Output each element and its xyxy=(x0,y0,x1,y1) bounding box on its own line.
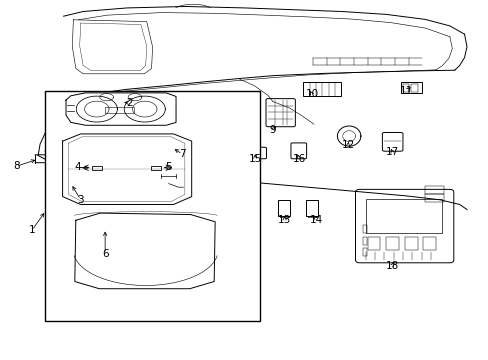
Bar xyxy=(410,84,417,92)
Bar xyxy=(162,140,183,159)
Bar xyxy=(402,84,408,92)
Bar xyxy=(386,237,398,250)
Bar xyxy=(303,82,341,96)
Text: 1: 1 xyxy=(28,225,35,235)
Bar xyxy=(425,186,443,194)
Bar xyxy=(362,225,366,233)
Text: 13: 13 xyxy=(277,215,291,225)
Bar xyxy=(362,248,366,256)
Bar xyxy=(277,200,290,216)
Text: 17: 17 xyxy=(385,147,398,157)
Text: 3: 3 xyxy=(77,195,84,205)
Bar xyxy=(150,166,161,170)
Text: 2: 2 xyxy=(126,98,133,108)
Text: 12: 12 xyxy=(341,140,354,150)
Text: 14: 14 xyxy=(309,215,323,225)
Bar xyxy=(423,237,435,250)
Text: 18: 18 xyxy=(385,261,398,271)
Text: 10: 10 xyxy=(305,89,318,99)
Text: 11: 11 xyxy=(399,86,413,96)
Text: 7: 7 xyxy=(179,149,185,159)
Bar xyxy=(365,199,441,233)
Text: 16: 16 xyxy=(292,154,305,164)
Text: 9: 9 xyxy=(269,125,276,135)
Bar xyxy=(404,237,417,250)
Bar xyxy=(105,107,134,113)
Bar xyxy=(45,91,260,321)
Text: 8: 8 xyxy=(13,161,20,171)
Text: 15: 15 xyxy=(248,154,262,164)
Bar xyxy=(400,82,421,93)
Text: 6: 6 xyxy=(102,249,108,259)
Bar xyxy=(362,237,366,245)
Text: 5: 5 xyxy=(165,162,172,172)
Bar xyxy=(367,237,380,250)
Bar xyxy=(92,166,102,170)
Text: 4: 4 xyxy=(74,162,81,172)
Bar xyxy=(425,194,443,202)
Bar xyxy=(305,200,318,216)
